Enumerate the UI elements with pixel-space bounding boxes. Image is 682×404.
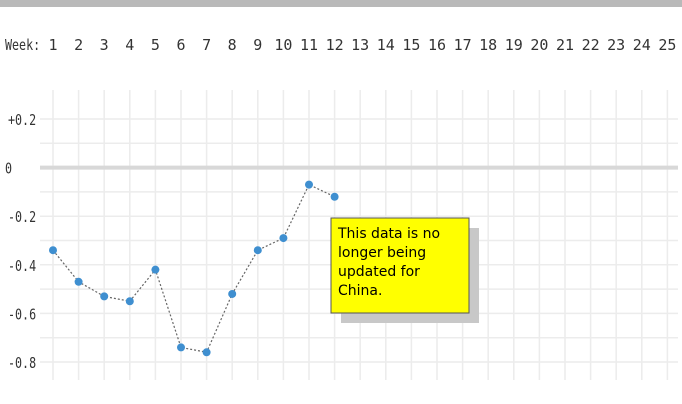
x-tick-label: 19: [505, 36, 523, 54]
x-tick-label: 1: [48, 36, 57, 54]
annotation-line-4: China.: [338, 283, 382, 299]
x-axis: Week: 1 2 3 4 5 6 7 8 9 10 11 12 13 14 15 16 17 18 19 20 21 2…: [5, 36, 676, 54]
x-tick-label: 24: [633, 36, 651, 54]
x-tick-label: 17: [454, 36, 472, 54]
y-tick-label: 0: [5, 161, 12, 178]
y-tick-label: -0.6: [8, 307, 36, 324]
series: [49, 180, 339, 357]
x-tick-label: 20: [530, 36, 548, 54]
x-tick-label: 2: [74, 36, 83, 54]
x-axis-label: Week:: [5, 38, 40, 55]
x-tick-label: 22: [582, 36, 600, 54]
y-tick-label: +0.2: [8, 113, 36, 130]
x-tick-label: 25: [658, 36, 676, 54]
y-tick-label: -0.2: [8, 210, 36, 227]
x-tick-label: 21: [556, 36, 574, 54]
data-point: [202, 348, 211, 357]
x-tick-label: 14: [377, 36, 395, 54]
x-tick-label: 7: [202, 36, 211, 54]
x-tick-label: 8: [228, 36, 237, 54]
x-tick-label: 4: [125, 36, 134, 54]
annotation-line-3: updated for: [338, 264, 420, 280]
data-point: [253, 246, 262, 255]
x-tick-label: 10: [274, 36, 292, 54]
annotation-note: This data is no longer being updated for…: [330, 217, 479, 323]
x-tick-label: 5: [151, 36, 160, 54]
series-line: [52, 183, 335, 353]
annotation-line-1: This data is no: [337, 226, 440, 242]
data-point: [151, 265, 160, 274]
top-bar: [0, 0, 682, 7]
x-tick-label: 11: [300, 36, 318, 54]
annotation-line-2: longer being: [338, 245, 426, 261]
data-point: [100, 292, 109, 301]
data-point: [49, 246, 57, 255]
data-point: [305, 180, 313, 189]
y-axis: +0.2 0 -0.2 -0.4 -0.6 -0.8: [5, 113, 36, 373]
data-point: [330, 192, 339, 201]
x-tick-label: 6: [176, 36, 185, 54]
data-point: [74, 277, 83, 286]
data-point: [177, 343, 185, 352]
data-point: [125, 297, 134, 306]
x-tick-label: 12: [326, 36, 344, 54]
data-point: [279, 234, 288, 243]
annotation-box: [330, 217, 470, 314]
x-tick-label: 23: [607, 36, 625, 54]
y-tick-label: -0.4: [8, 259, 36, 276]
data-point: [228, 289, 237, 298]
x-tick-label: 3: [100, 36, 109, 54]
y-tick-label: -0.8: [8, 356, 36, 373]
x-tick-label: 9: [253, 36, 262, 54]
x-tick-label: 15: [402, 36, 420, 54]
x-tick-label: 18: [479, 36, 497, 54]
x-tick-label: 13: [351, 36, 369, 54]
x-tick-label: 16: [428, 36, 446, 54]
